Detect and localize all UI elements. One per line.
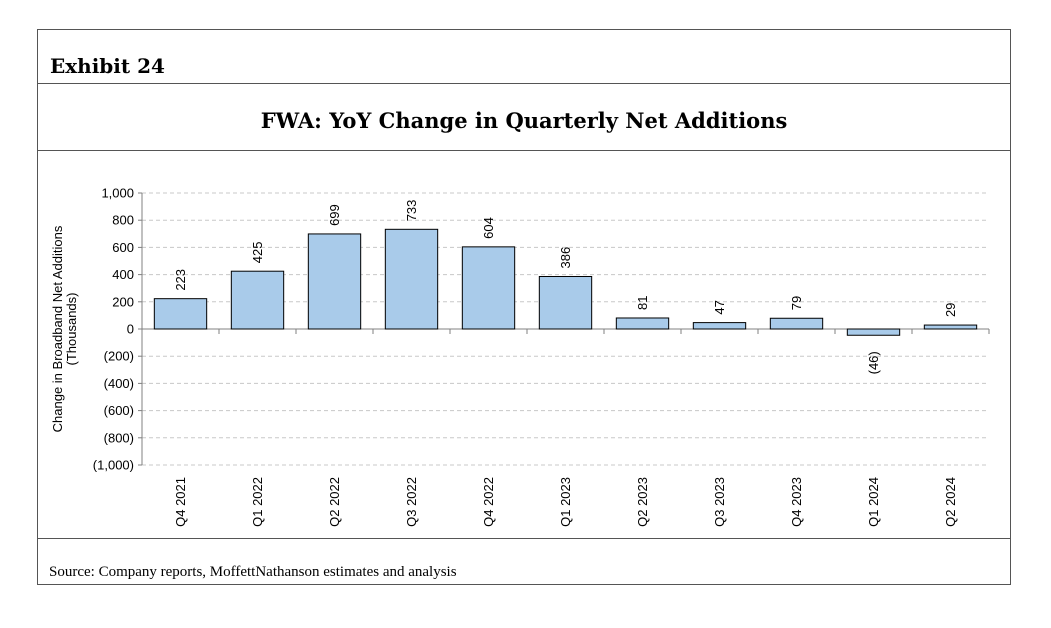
bar — [923, 324, 978, 330]
x-tick-label: Q4 2021 — [173, 477, 188, 527]
bar — [769, 317, 824, 330]
exhibit-label: Exhibit 24 — [50, 54, 165, 78]
x-tick-label: Q3 2022 — [404, 477, 419, 527]
x-tick-label: Q4 2022 — [481, 477, 496, 527]
data-label: 79 — [789, 296, 804, 310]
y-tick-label: (400) — [104, 376, 134, 391]
chart-title: FWA: YoY Change in Quarterly Net Additio… — [260, 108, 788, 133]
bar — [538, 276, 593, 330]
data-label: 699 — [327, 204, 342, 226]
source-note: Source: Company reports, MoffettNathanso… — [49, 564, 457, 580]
x-tick-label: Q2 2023 — [635, 477, 650, 527]
bar — [230, 270, 285, 330]
y-tick-label: 1,000 — [101, 186, 134, 201]
bar — [615, 317, 670, 330]
x-tick-label: Q1 2022 — [250, 477, 265, 527]
bar — [692, 322, 747, 330]
y-tick-label: (200) — [104, 349, 134, 364]
x-tick-label: Q1 2023 — [558, 477, 573, 527]
data-label: 386 — [558, 247, 573, 269]
y-tick-label: 400 — [112, 267, 134, 282]
y-tick-label: 200 — [112, 294, 134, 309]
y-tick-label: 0 — [127, 322, 134, 337]
x-tick-label: Q2 2024 — [943, 477, 958, 527]
y-tick-label: 600 — [112, 240, 134, 255]
y-tick-label: (800) — [104, 430, 134, 445]
divider-bottom — [38, 538, 1010, 539]
divider-top — [38, 83, 1010, 84]
bar — [461, 246, 516, 330]
x-tick-label: Q4 2023 — [789, 477, 804, 527]
data-label: 29 — [943, 303, 958, 317]
data-label: 425 — [250, 241, 265, 263]
data-labels: 223 425 699 733 604 386 81 47 79 (46) 29 — [173, 200, 958, 375]
y-axis-label: Change in Broadband Net Additions — [50, 225, 65, 432]
exhibit-frame: Exhibit 24 FWA: YoY Change in Quarterly … — [37, 29, 1011, 585]
bars — [153, 228, 978, 336]
data-label: (46) — [866, 351, 881, 374]
bar — [846, 328, 901, 336]
bar — [153, 298, 208, 330]
bar — [384, 228, 439, 330]
data-label: 47 — [712, 300, 727, 314]
data-label: 223 — [173, 269, 188, 291]
data-label: 604 — [481, 217, 496, 239]
y-tick-label: (600) — [104, 403, 134, 418]
data-label: 81 — [635, 296, 650, 310]
x-tick-label: Q2 2022 — [327, 477, 342, 527]
bar — [307, 233, 362, 330]
data-label: 733 — [404, 200, 419, 222]
x-tick-label: Q3 2023 — [712, 477, 727, 527]
y-tick-label: (1,000) — [93, 458, 134, 473]
divider-middle — [38, 150, 1010, 151]
x-tick-label: Q1 2024 — [866, 477, 881, 527]
y-axis-label-units: (Thousands) — [64, 293, 79, 366]
y-tick-label: 800 — [112, 213, 134, 228]
